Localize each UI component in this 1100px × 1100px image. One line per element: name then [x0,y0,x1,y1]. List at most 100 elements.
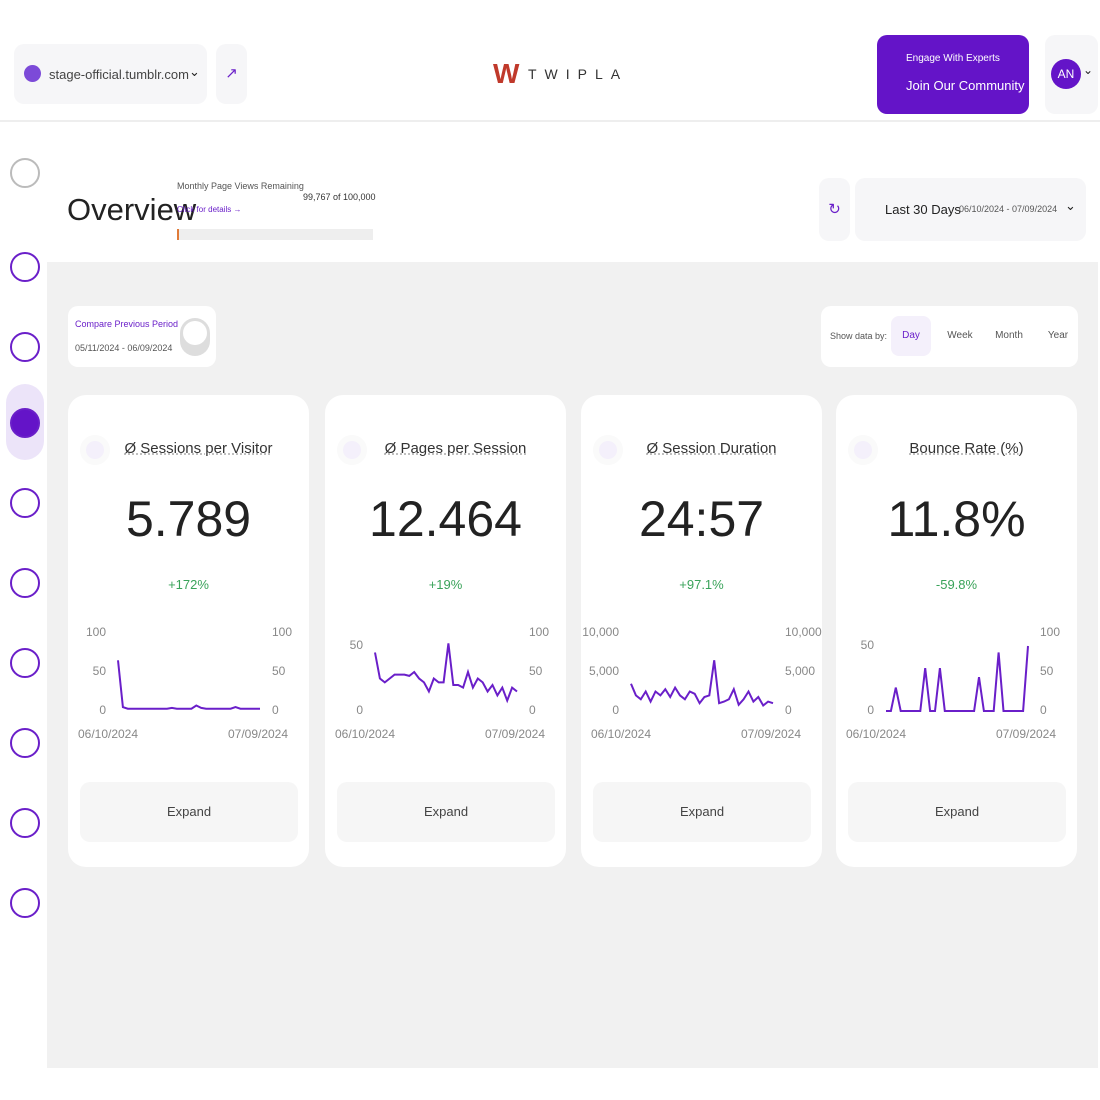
show-by-label: Show data by: [830,331,888,341]
chevron: ⌄ [1065,198,1076,213]
metric-icon [80,435,110,465]
y-tick-label: 0 [1040,703,1047,717]
chevron: ⌄ [1083,63,1094,77]
sparkline [117,660,260,710]
open-site-button[interactable]: ↗ [216,44,247,104]
metric-value: 11.8% [887,491,1026,547]
avatar: AN [1051,59,1081,89]
sparkline-chart: 0 50 0 50 100 06/10/2024 07/09/2024 [335,625,549,741]
sparkline [630,660,774,708]
quota-link[interactable]: Click for details → [177,205,242,214]
x-tick-label: 07/09/2024 [485,727,545,741]
community-button[interactable]: Engage With Experts Join Our Community [877,35,1029,114]
compare-box: Compare Previous Period 05/11/2024 - 06/… [68,306,216,367]
metric-card: Ø Sessions per Visitor 5.789 +172% Expand 0 5… [68,395,309,867]
quota-value: 99,767 of 100,000 [303,192,376,202]
nav-icon-active[interactable] [10,408,40,438]
y-tick-label: 100 [529,625,549,639]
metric-title: Ø Sessions per Visitor [124,440,273,457]
toggle-knob [183,321,207,345]
metric-card: Ø Pages per Session 12.464 +19% Expand 0 50 0 5… [325,395,566,867]
metric-title: Ø Session Duration [646,440,777,457]
refresh-button[interactable]: ↻ [819,178,850,241]
brand-logo: W [493,58,520,89]
y-tick-label: 0 [612,703,619,717]
x-tick-label: 07/09/2024 [741,727,801,741]
metric-icon [593,435,623,465]
y-tick-label: 100 [272,625,292,639]
expand-button[interactable]: Expand [848,782,1066,842]
site-name: stage-official.tumblr.com [49,67,189,82]
metric-change: +172% [168,577,209,592]
x-tick-label: 06/10/2024 [591,727,651,741]
overview-bar: Overview Monthly Page Views Remaining Cl… [47,122,1098,262]
granularity-option[interactable]: Day [891,316,931,356]
y-tick-label: 0 [867,703,874,717]
x-tick-label: 06/10/2024 [78,727,138,741]
cta-small: Engage With Experts [906,53,1000,64]
nav-icon[interactable] [10,888,40,918]
cta-main: Join Our Community [906,78,1025,93]
nav-icon[interactable] [10,728,40,758]
expand-button[interactable]: Expand [80,782,298,842]
date-preset: Last 30 Days [885,202,961,217]
compare-label: Compare Previous Period [75,319,179,329]
granularity-option[interactable]: Week [947,330,973,341]
y-tick-label: 50 [1040,664,1054,678]
metric-value: 12.464 [369,491,522,547]
sparkline-chart: 0 50 100 0 50 100 06/10/2024 07/09/2024 [78,625,292,741]
x-tick-label: 06/10/2024 [335,727,395,741]
compare-toggle[interactable] [180,318,210,356]
site-selector[interactable]: stage-official.tumblr.com ⌄ [14,44,207,104]
page-title: Overview [67,192,197,227]
metric-title: Ø Pages per Session [384,440,527,457]
sparkline [374,643,518,704]
y-tick-label: 0 [272,703,279,717]
granularity-box: Show data by: Day Week Month Year [821,306,1078,367]
y-tick-label: 0 [529,703,536,717]
metric-change: +97.1% [679,577,724,592]
y-tick-label: 10,000 [785,625,822,639]
header-border [0,120,1100,122]
y-tick-label: 100 [86,625,106,639]
date-picker[interactable]: Last 30 Days 06/10/2024 - 07/09/2024 ⌄ [855,178,1086,241]
quota-label: Monthly Page Views Remaining [177,181,304,191]
date-range: 06/10/2024 - 07/09/2024 [959,204,1058,214]
metric-title: Bounce Rate (%) [909,440,1024,457]
metric-value: 5.789 [125,491,252,547]
quota-bar [177,229,373,240]
y-tick-label: 5,000 [785,664,815,678]
metric-icon [848,435,878,465]
site-icon [24,65,41,82]
expand-button[interactable]: Expand [337,782,555,842]
y-tick-label: 0 [99,703,106,717]
y-tick-label: 10,000 [582,625,619,639]
y-tick-label: 50 [861,638,875,652]
nav-icon[interactable] [10,252,40,282]
x-tick-label: 07/09/2024 [228,727,288,741]
expand-button[interactable]: Expand [593,782,811,842]
y-tick-label: 50 [350,638,364,652]
y-tick-label: 100 [1040,625,1060,639]
nav-icon[interactable] [10,808,40,838]
nav-icon[interactable] [10,158,40,188]
y-tick-label: 0 [785,703,792,717]
metric-card: Bounce Rate (%) 11.8% -59.8% Expand 0 50 0 50 10… [836,395,1077,867]
chevron: ⌄ [189,64,200,79]
metric-change: +19% [428,577,463,592]
user-menu[interactable]: AN ⌄ [1045,35,1098,114]
granularity-option[interactable]: Year [1047,330,1069,341]
nav-icon[interactable] [10,568,40,598]
y-tick-label: 0 [356,703,363,717]
y-tick-label: 5,000 [589,664,619,678]
metric-icon [337,435,367,465]
metric-card: Ø Session Duration 24:57 +97.1% Expand 0 5,00… [581,395,822,867]
sparkline [886,645,1029,712]
sidebar [0,122,47,1100]
granularity-option[interactable]: Month [995,330,1023,341]
nav-icon[interactable] [10,648,40,678]
x-tick-label: 06/10/2024 [846,727,906,741]
nav-icon[interactable] [10,332,40,362]
nav-icon[interactable] [10,488,40,518]
